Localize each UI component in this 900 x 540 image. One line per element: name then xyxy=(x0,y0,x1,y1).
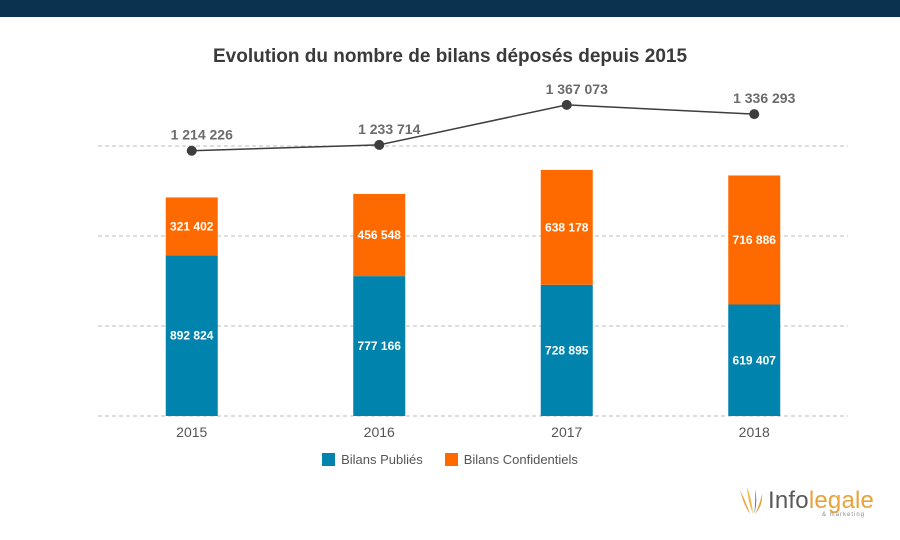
infolegale-logo: Infolegale & marketing xyxy=(736,484,886,520)
chart-area: 892 824 321 402 2015 777 166 456 548 2016 728 … xyxy=(98,81,848,440)
total-line xyxy=(191,104,755,152)
data-label-published: 892 824 xyxy=(170,329,214,343)
bar-confidential xyxy=(353,193,406,277)
data-label-published: 728 895 xyxy=(545,343,589,357)
data-label-confidential: 638 178 xyxy=(545,220,589,234)
logo-text-suffix: legale xyxy=(808,487,875,514)
legend-item-confidential: Bilans Confidentiels xyxy=(444,452,578,467)
bar-published xyxy=(165,255,218,416)
data-label-confidential: 716 886 xyxy=(733,233,777,247)
legend-swatch-published xyxy=(322,453,336,466)
legend-swatch-confidential xyxy=(444,453,458,466)
bar-published xyxy=(540,284,593,416)
bar-confidential xyxy=(728,175,781,305)
data-label-confidential: 456 548 xyxy=(358,228,402,242)
x-tick-label: 2017 xyxy=(551,424,582,440)
bar-published xyxy=(728,304,781,416)
legend-item-published: Bilans Publiés xyxy=(322,452,423,467)
legend-label-published: Bilans Publiés xyxy=(341,452,423,467)
data-label-published: 619 407 xyxy=(733,353,777,367)
legend-label-confidential: Bilans Confidentiels xyxy=(463,452,578,467)
top-bar xyxy=(0,0,900,17)
logo-text-prefix: Info xyxy=(768,487,809,514)
x-tick-label: 2015 xyxy=(176,424,207,440)
total-label: 1 367 073 xyxy=(546,81,608,97)
total-point xyxy=(186,145,197,156)
logo-tagline: & marketing xyxy=(822,512,866,518)
chart-title: Evolution du nombre de bilans déposés de… xyxy=(212,46,688,67)
legend: Bilans Publiés Bilans Confidentiels xyxy=(0,452,900,467)
logo-icon xyxy=(740,487,763,514)
bar-confidential xyxy=(165,197,218,256)
logo-wordmark: Infolegale xyxy=(768,487,874,515)
x-tick-label: 2018 xyxy=(739,424,770,440)
data-label-published: 777 166 xyxy=(358,339,402,353)
x-tick-label: 2016 xyxy=(364,424,395,440)
total-label: 1 214 226 xyxy=(171,127,233,143)
total-label: 1 336 293 xyxy=(733,90,795,106)
total-point xyxy=(749,109,760,120)
bar-confidential xyxy=(540,169,593,285)
data-label-confidential: 321 402 xyxy=(170,219,214,233)
total-point xyxy=(561,99,572,110)
total-label: 1 233 714 xyxy=(358,121,420,137)
bar-published xyxy=(353,276,406,416)
total-point xyxy=(374,139,385,150)
